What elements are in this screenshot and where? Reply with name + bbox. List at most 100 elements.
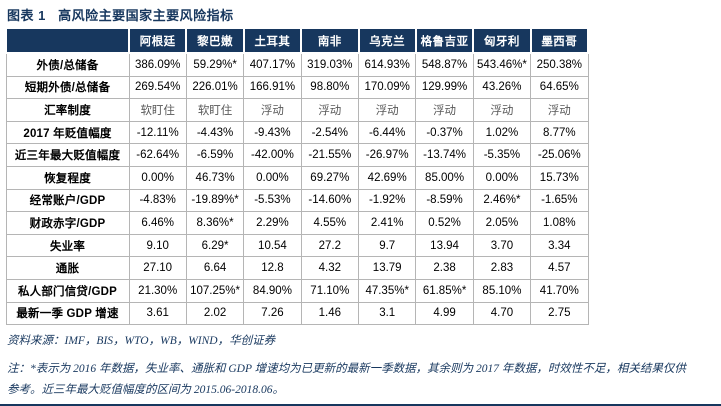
table-row: 汇率制度 软盯住 软盯住 浮动 浮动 浮动 浮动 浮动 浮动 (5, 98, 589, 122)
data-cell: -62.64% (128, 143, 187, 167)
data-cell: 4.99 (415, 301, 474, 326)
data-cell: 71.10% (300, 278, 360, 303)
data-cell: 543.46%* (472, 52, 532, 77)
table-row: 外债/总储备 386.09% 59.29%* 407.17% 319.03% 614.93… (5, 52, 589, 77)
data-cell: -6.59% (185, 143, 245, 167)
column-header-country: 格鲁吉亚 (414, 27, 475, 54)
data-cell: 浮动 (472, 98, 532, 122)
data-cell: 2.83 (472, 256, 532, 280)
column-header-country: 阿根廷 (127, 27, 188, 54)
data-cell: 386.09% (128, 52, 187, 77)
data-cell: 69.27% (300, 165, 360, 190)
data-cell: 3.1 (357, 301, 417, 326)
row-label: 财政赤字/GDP (5, 211, 130, 235)
data-cell: 21.30% (128, 278, 187, 303)
data-cell: 2.75 (530, 301, 589, 326)
data-cell: -4.83% (128, 188, 187, 213)
data-cell: -25.06% (530, 143, 589, 167)
data-cell: 2.02 (185, 301, 245, 326)
data-cell: -14.60% (300, 188, 360, 213)
data-cell: 407.17% (243, 52, 302, 77)
column-header-country: 黎巴嫩 (185, 27, 245, 54)
data-cell: 3.34 (530, 233, 589, 258)
data-cell: 41.70% (530, 278, 589, 303)
row-label: 2017 年贬值幅度 (5, 120, 130, 145)
data-cell: 129.99% (415, 75, 474, 100)
data-cell: 4.55% (300, 211, 360, 235)
data-cell: 226.01% (185, 75, 245, 100)
table-row: 近三年最大贬值幅度 -62.64% -6.59% -42.00% -21.55% -26.… (5, 143, 589, 167)
table-row: 私人部门信贷/GDP 21.30% 107.25%* 84.90% 71.10% 47.3… (5, 278, 589, 303)
data-cell: 7.26 (243, 301, 302, 326)
data-cell: -0.37% (415, 120, 474, 145)
data-cell: 2.05% (472, 211, 532, 235)
column-header-country: 南非 (300, 27, 360, 54)
data-cell: 13.94 (415, 233, 474, 258)
data-cell: 0.00% (128, 165, 187, 190)
row-label: 经常账户/GDP (5, 188, 130, 213)
data-cell: 3.61 (128, 301, 187, 326)
row-label: 通胀 (5, 256, 130, 280)
data-cell: 250.38% (530, 52, 589, 77)
data-cell: 4.70 (472, 301, 532, 326)
table-row: 最新一季 GDP 增速 3.61 2.02 7.26 1.46 3.1 4.99 4.70 2.… (5, 301, 589, 326)
data-cell: -1.92% (357, 188, 417, 213)
footnote-line-2: 参考。近三年最大贬值幅度的区间为 2015.06-2018.06。 (7, 384, 284, 397)
data-cell: 10.54 (243, 233, 302, 258)
data-cell: 15.73% (530, 165, 589, 190)
table-row: 财政赤字/GDP 6.46% 8.36%* 2.29% 4.55% 2.41% 0.52% 2… (5, 211, 589, 235)
data-cell: 8.77% (530, 120, 589, 145)
data-cell: 6.46% (128, 211, 187, 235)
data-cell: 9.10 (128, 233, 187, 258)
row-label: 汇率制度 (5, 98, 130, 122)
row-label: 最新一季 GDP 增速 (5, 301, 130, 326)
table-header: 阿根廷 黎巴嫩 土耳其 南非 乌克兰 格鲁吉亚 匈牙利 墨西哥 (5, 27, 590, 54)
data-cell: 3.70 (472, 233, 532, 258)
data-cell: 浮动 (530, 98, 589, 122)
bottom-divider (0, 404, 721, 406)
data-cell: 269.54% (128, 75, 187, 100)
data-cell: 4.57 (530, 256, 589, 280)
data-cell: 98.80% (300, 75, 360, 100)
data-cell: -26.97% (357, 143, 417, 167)
data-cell: -1.65% (530, 188, 589, 213)
data-cell: 浮动 (415, 98, 474, 122)
data-cell: 166.91% (243, 75, 302, 100)
data-cell: 2.38 (415, 256, 474, 280)
row-label: 恢复程度 (5, 165, 130, 190)
data-cell: 84.90% (243, 278, 302, 303)
table-row: 2017 年贬值幅度 -12.11% -4.43% -9.43% -2.54% -6.44… (5, 120, 589, 145)
table-row: 恢复程度 0.00% 46.73% 0.00% 69.27% 42.69% 85.00% 0.… (5, 165, 589, 190)
data-cell: 浮动 (300, 98, 360, 122)
data-cell: 0.00% (243, 165, 302, 190)
row-label: 外债/总储备 (5, 52, 130, 77)
data-cell: 548.87% (415, 52, 474, 77)
row-label: 失业率 (5, 233, 130, 258)
footnote: 注：*表示为 2016 年数据，失业率、通胀和 GDP 增速均为已更新的最新一季… (7, 359, 721, 401)
data-cell: 8.36%* (185, 211, 245, 235)
data-cell: 1.46 (300, 301, 360, 326)
data-cell: 软盯住 (128, 98, 187, 122)
data-cell: -5.35% (472, 143, 532, 167)
corner-cell (5, 27, 130, 54)
data-cell: -21.55% (300, 143, 360, 167)
data-cell: 1.08% (530, 211, 589, 235)
data-cell: 2.41% (357, 211, 417, 235)
data-cell: 43.26% (472, 75, 532, 100)
data-cell: -12.11% (128, 120, 187, 145)
table-row: 短期外债/总储备 269.54% 226.01% 166.91% 98.80% 170.0… (5, 75, 589, 100)
data-cell: 13.79 (357, 256, 417, 280)
data-cell: 0.00% (472, 165, 532, 190)
data-cell: -4.43% (185, 120, 245, 145)
data-cell: 42.69% (357, 165, 417, 190)
row-label: 短期外债/总储备 (5, 75, 130, 100)
data-cell: 2.29% (243, 211, 302, 235)
data-cell: -19.89%* (185, 188, 245, 213)
table-body: 外债/总储备 386.09% 59.29%* 407.17% 319.03% 614.93… (5, 52, 589, 326)
column-header-country: 乌克兰 (357, 27, 417, 54)
row-label: 近三年最大贬值幅度 (5, 143, 130, 167)
data-cell: 85.00% (415, 165, 474, 190)
data-cell: 47.35%* (357, 278, 417, 303)
data-cell: 浮动 (357, 98, 417, 122)
